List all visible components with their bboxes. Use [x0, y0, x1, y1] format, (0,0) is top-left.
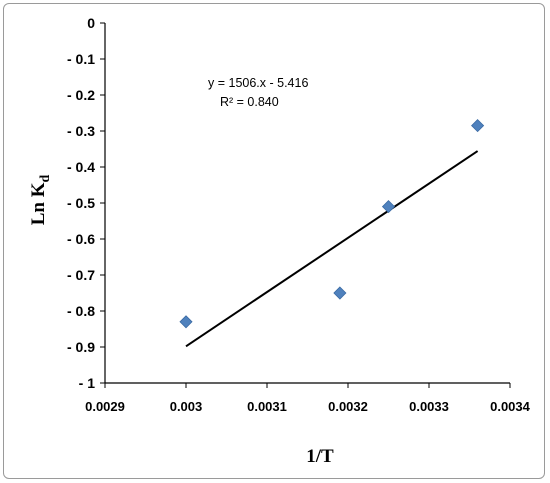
x-tick-label: 0.0033 [409, 399, 449, 414]
data-point [471, 119, 485, 133]
y-axis-title: Ln Kd [28, 175, 53, 226]
x-tick-label: 0.0031 [247, 399, 287, 414]
y-axis-title-subscript: d [38, 175, 53, 183]
y-tick-label: - 0.8 [67, 303, 95, 319]
y-tick-label: - 0.4 [67, 159, 95, 175]
chart-frame [3, 3, 545, 479]
data-point [381, 200, 396, 214]
x-tick-label: 0.003 [170, 399, 203, 414]
x-tick-label: 0.0034 [490, 399, 531, 414]
x-tick-label: 0.0032 [328, 399, 368, 414]
trendline [185, 150, 479, 348]
y-tick-label: - 0.7 [67, 267, 95, 283]
y-tick-label: - 0.2 [67, 87, 95, 103]
data-point [333, 286, 347, 300]
y-axis-title-main: Ln K [28, 182, 49, 225]
y-tick-label: - 0.6 [67, 231, 95, 247]
data-point [179, 315, 193, 329]
trendline-equation: y = 1506.x - 5.416 [208, 76, 308, 90]
y-tick-label: - 0.3 [67, 123, 95, 139]
y-tick-label: - 0.5 [67, 195, 95, 211]
y-tick-label: 0 [87, 15, 95, 31]
y-tick-label: - 1 [79, 375, 96, 391]
y-tick-label: - 0.9 [67, 339, 95, 355]
y-tick-label: - 0.1 [67, 51, 95, 67]
x-axis-title: 1/T [306, 446, 334, 467]
x-tick-label: 0.0029 [85, 399, 125, 414]
r-squared-label: R² = 0.840 [220, 95, 279, 109]
